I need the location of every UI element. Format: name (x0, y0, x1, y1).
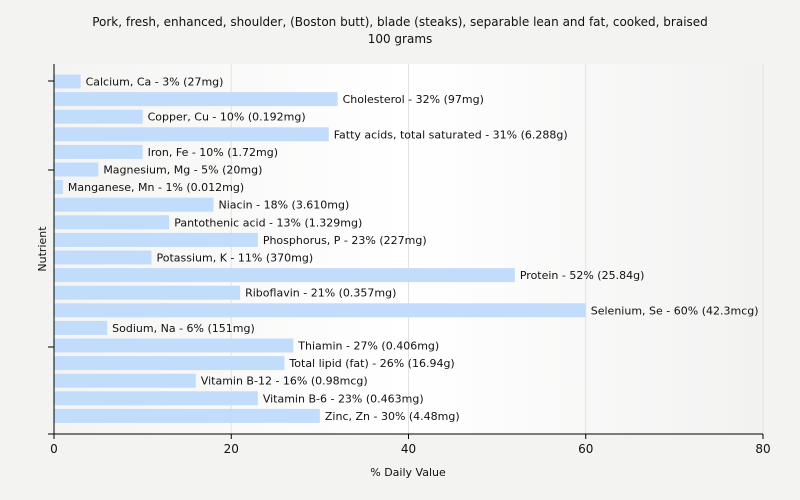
bar (54, 74, 81, 89)
bar (54, 373, 196, 388)
x-tick-label: 20 (224, 442, 239, 456)
chart-title: Pork, fresh, enhanced, shoulder, (Boston… (0, 14, 800, 48)
bar-label: Iron, Fe - 10% (1.72mg) (148, 146, 278, 159)
bar (54, 180, 63, 195)
y-axis-label: Nutrient (36, 226, 49, 272)
x-tick-label: 40 (401, 442, 416, 456)
bar-label: Vitamin B-12 - 16% (0.98mcg) (201, 375, 368, 388)
bar (54, 232, 258, 247)
bar-label: Magnesium, Mg - 5% (20mg) (103, 164, 262, 177)
bar (54, 144, 143, 159)
x-tick-label: 0 (50, 442, 58, 456)
bar (54, 303, 586, 318)
bar (54, 268, 515, 283)
bar-label: Total lipid (fat) - 26% (16.94g) (288, 357, 454, 370)
bar (54, 197, 214, 212)
x-tick-label: 60 (578, 442, 593, 456)
bar-label: Phosphorus, P - 23% (227mg) (263, 234, 427, 247)
bar-label: Manganese, Mn - 1% (0.012mg) (68, 181, 244, 194)
bar (54, 320, 108, 335)
bar (54, 250, 152, 265)
bar-label: Niacin - 18% (3.610mg) (219, 199, 350, 212)
bar-label: Fatty acids, total saturated - 31% (6.28… (334, 128, 568, 141)
x-tick-label: 80 (755, 442, 770, 456)
bar-label: Copper, Cu - 10% (0.192mg) (148, 111, 306, 124)
bar (54, 338, 294, 353)
bar-label: Vitamin B-6 - 23% (0.463mg) (263, 392, 424, 405)
bar-label: Selenium, Se - 60% (42.3mcg) (591, 304, 759, 317)
bar (54, 92, 338, 107)
bar-label: Calcium, Ca - 3% (27mg) (86, 76, 224, 89)
chart-subtitle: 100 grams (367, 32, 433, 46)
bar-label: Thiamin - 27% (0.406mg) (297, 340, 439, 353)
bar-label: Potassium, K - 11% (370mg) (156, 252, 313, 265)
bar (54, 391, 258, 406)
chart-title-main: Pork, fresh, enhanced, shoulder, (Boston… (92, 15, 708, 29)
bar-label: Protein - 52% (25.84g) (520, 269, 645, 282)
bar (54, 285, 241, 300)
bar-label: Pantothenic acid - 13% (1.329mg) (174, 216, 362, 229)
bar (54, 215, 170, 230)
bar (54, 408, 320, 423)
x-axis-label: % Daily Value (370, 466, 446, 479)
bar (54, 356, 285, 371)
bar-label: Cholesterol - 32% (97mg) (343, 93, 484, 106)
bar-label: Riboflavin - 21% (0.357mg) (245, 287, 396, 300)
bar-label: Zinc, Zn - 30% (4.48mg) (325, 410, 460, 423)
bar (54, 127, 329, 142)
bar-label: Sodium, Na - 6% (151mg) (112, 322, 255, 335)
bar (54, 109, 143, 124)
bar (54, 162, 99, 177)
